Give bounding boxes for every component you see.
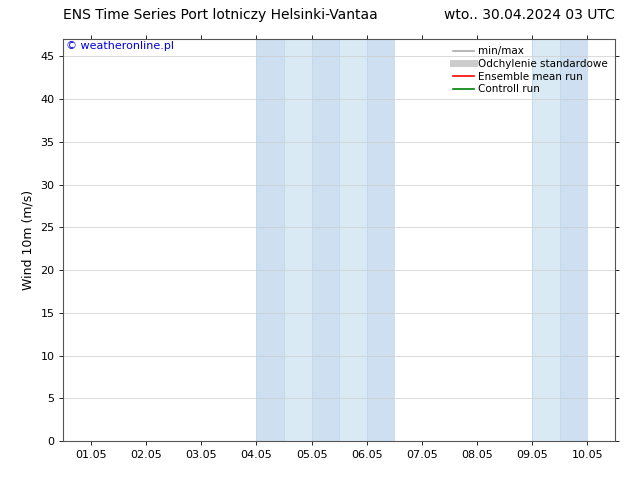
Bar [256, 39, 284, 441]
Bar [533, 39, 560, 441]
Bar [339, 39, 367, 441]
Y-axis label: Wind 10m (m/s): Wind 10m (m/s) [22, 190, 35, 290]
Text: ENS Time Series Port lotniczy Helsinki-Vantaa: ENS Time Series Port lotniczy Helsinki-V… [63, 8, 378, 22]
Bar [284, 39, 312, 441]
Bar [560, 39, 588, 441]
Legend: min/max, Odchylenie standardowe, Ensemble mean run, Controll run: min/max, Odchylenie standardowe, Ensembl… [449, 42, 612, 98]
Bar [312, 39, 339, 441]
Bar [366, 39, 394, 441]
Text: © weatheronline.pl: © weatheronline.pl [66, 41, 174, 51]
Text: wto.. 30.04.2024 03 UTC: wto.. 30.04.2024 03 UTC [444, 8, 615, 22]
